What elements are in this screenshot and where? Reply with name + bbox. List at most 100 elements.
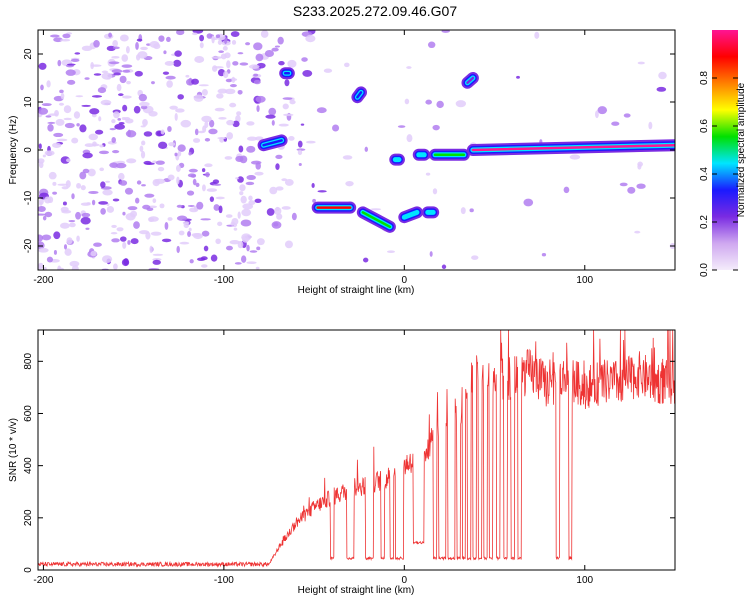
spectrogram-noise-blob <box>217 137 227 140</box>
y-tick-label: 10 <box>23 96 34 108</box>
spectrogram-noise-blob <box>250 160 262 165</box>
spectrogram-noise-blob <box>64 122 75 129</box>
spectrogram-noise-blob <box>101 70 109 74</box>
spectrogram-noise-blob <box>119 236 127 242</box>
spectrogram-noise-blob <box>275 206 280 212</box>
spectrogram-noise-blob <box>111 238 120 243</box>
track-core <box>356 91 363 99</box>
spectrogram-noise-blob <box>229 83 237 88</box>
spectrogram-noise-blob <box>342 155 353 160</box>
spectrogram-noise-blob <box>65 180 71 188</box>
spectrogram-noise-blob <box>59 89 64 94</box>
spectrogram-noise-blob <box>284 240 293 249</box>
spectrogram-noise-blob <box>43 266 47 270</box>
spectrogram-noise-blob <box>229 240 240 245</box>
spectrogram-noise-blob <box>289 99 296 105</box>
spectrogram-noise-blob <box>246 121 255 126</box>
spectrogram-noise-blob <box>158 141 168 149</box>
spectrogram-tracks <box>257 67 675 233</box>
spectrogram-noise-blob <box>80 185 86 191</box>
spectrogram-track <box>351 86 368 104</box>
spectrogram-noise-blob <box>148 205 158 209</box>
spectrogram-noise-blob <box>637 161 643 167</box>
spectrogram-noise-blob <box>124 187 134 195</box>
spectrogram-noise-blob <box>471 255 479 260</box>
spectrogram-noise-blob <box>135 41 139 50</box>
spectrogram-noise-blob <box>236 111 242 116</box>
spectrogram-noise-blob <box>275 163 280 171</box>
spectrogram-noise-blob <box>167 174 175 181</box>
x-tick-label: -100 <box>214 275 234 286</box>
spectrogram-noise-blob <box>54 109 59 117</box>
spectrogram-noise-blob <box>112 149 120 154</box>
spectrogram-noise-blob <box>192 138 201 143</box>
spectrogram-noise-blob <box>215 196 225 200</box>
spectrogram-noise-blob <box>432 188 438 195</box>
spectrogram-noise-blob <box>178 230 185 236</box>
spectrogram-noise-blob <box>213 204 220 211</box>
spectrogram-noise-blob <box>199 42 204 49</box>
spectrogram-noise-blob <box>230 221 236 226</box>
spectrogram-noise-blob <box>441 30 450 33</box>
spectrogram-noise-blob <box>231 40 237 45</box>
spectrogram-noise-blob <box>277 36 284 45</box>
spectrogram-noise-blob <box>152 198 157 204</box>
spectrogram-noise-blob <box>122 211 126 216</box>
spectrogram-noise-blob <box>248 195 253 201</box>
spectrogram-noise-blob <box>166 80 173 88</box>
spectrogram-noise-blob <box>648 121 653 130</box>
spectrogram-noise-blob <box>205 171 210 178</box>
spectrogram-noise-blob <box>188 168 198 173</box>
spectrogram-noise-blob <box>39 201 43 206</box>
spectrogram-noise-blob <box>619 182 628 187</box>
spectrogram-noise-blob <box>387 250 395 253</box>
spectrogram-noise-blob <box>233 227 238 231</box>
spectrogram-noise-blob <box>229 102 237 108</box>
spectrogram-noise-blob <box>113 72 122 76</box>
spectrogram-noise-blob <box>76 123 80 127</box>
spectrogram-noise-blob <box>276 213 283 220</box>
spectrogram-noise-blob <box>105 180 111 183</box>
spectrogram-noise-blob <box>46 80 51 88</box>
spectrogram-noise-blob <box>100 207 106 215</box>
spectrogram-noise-blob <box>253 73 259 77</box>
spectrogram-noise-blob <box>163 50 167 55</box>
spectrogram-noise-blob <box>636 183 646 189</box>
spectrogram-noise-blob <box>237 240 244 249</box>
spectrogram-noise-blob <box>200 218 211 221</box>
spectrogram-noise-blob <box>144 193 155 198</box>
spectrogram-noise-blob <box>42 154 46 158</box>
y-tick-label: 200 <box>23 509 34 526</box>
spectrogram-noise-blob <box>148 217 154 223</box>
spectrogram-noise-blob <box>99 167 105 172</box>
spectrogram-noise-blob <box>634 230 641 234</box>
spectrogram-noise-blob <box>142 204 151 210</box>
spectrogram-noise-blob <box>84 143 95 148</box>
spectrogram-noise-blob <box>301 57 308 62</box>
spectrogram-noise-blob <box>174 152 178 157</box>
x-tick-label: 0 <box>402 275 408 286</box>
spectrogram-noise-blob <box>255 95 266 103</box>
spectrogram-noise-blob <box>225 245 233 251</box>
spectrogram-noise-blob <box>41 103 52 107</box>
spectrogram-noise-blob <box>84 77 90 80</box>
spectrogram-noise-blob <box>224 36 228 45</box>
spectrogram-noise-blob <box>523 198 534 207</box>
spectrogram-noise-blob <box>455 100 467 108</box>
spectrogram-noise-blob <box>283 113 294 117</box>
spectrogram-noise-blob <box>186 190 195 196</box>
spectrogram-noise-blob <box>176 215 188 221</box>
spectrogram-noise-blob <box>74 52 81 55</box>
spectrogram-noise-blob <box>241 235 249 243</box>
spectrogram-noise-blob <box>239 191 244 196</box>
spectrogram-noise-blob <box>108 61 120 65</box>
spectrogram-noise-blob <box>182 221 190 225</box>
spectrogram-noise-blob <box>49 34 60 38</box>
spectrogram-noise-blob <box>196 257 206 261</box>
spectrogram-noise-blob <box>164 222 169 230</box>
spectrogram-noise-blob <box>119 34 129 42</box>
spectrogram-noise-blob <box>246 145 256 153</box>
spectrogram-noise-blob <box>256 105 260 112</box>
spectrogram-noise-blob <box>425 99 432 105</box>
spectrogram-noise-blob <box>191 78 199 85</box>
